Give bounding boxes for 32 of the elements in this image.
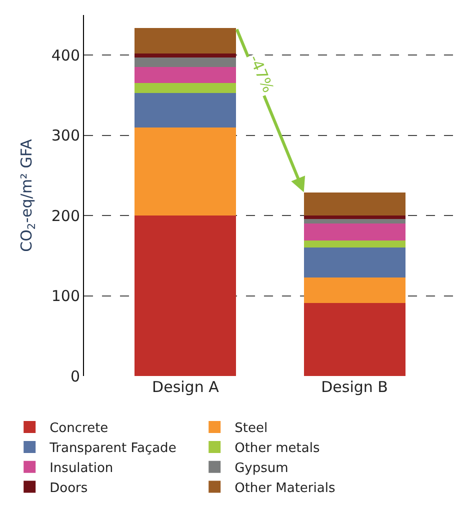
legend-label: Other Materials (234, 480, 336, 496)
y-tick-label: 0 (70, 367, 80, 386)
bar (304, 277, 406, 303)
bar (134, 92, 236, 128)
bar (134, 67, 236, 84)
y-tick-label: 300 (51, 126, 80, 145)
bar (304, 218, 406, 224)
legend-label: Transparent Façade (48, 441, 176, 456)
bar (304, 192, 406, 216)
bar (304, 240, 406, 248)
bar (304, 248, 406, 278)
legend-label: Steel (234, 421, 268, 436)
bar (134, 58, 236, 68)
bar (134, 28, 236, 54)
bar (134, 83, 236, 93)
bar (304, 216, 406, 219)
bar (134, 127, 236, 216)
y-tick-label: 400 (51, 46, 80, 64)
legend-label: Concrete (50, 421, 108, 436)
y-tick-label: 100 (51, 287, 80, 306)
legend-label: Other metals (234, 441, 320, 456)
legend-label: Insulation (50, 460, 114, 476)
legend-label: Gypsum (234, 460, 288, 476)
x-tick-label: Design A (152, 378, 220, 396)
bar (134, 54, 236, 58)
y-tick-label: 200 (51, 206, 80, 225)
x-tick-label: Design B (321, 378, 388, 396)
legend-label: Doors (50, 480, 88, 496)
annotation: -47% (246, 52, 278, 96)
bar (304, 224, 406, 240)
bar (134, 216, 236, 376)
bar (304, 303, 406, 376)
